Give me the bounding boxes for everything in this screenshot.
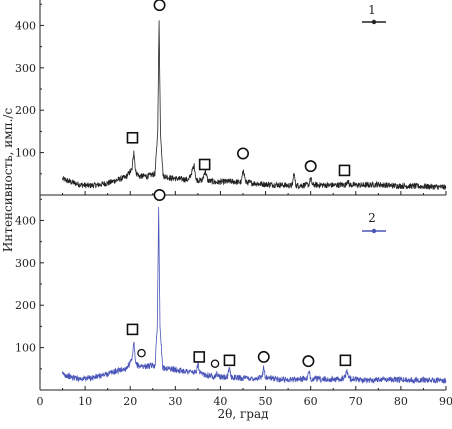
phase-marker-square <box>198 158 211 171</box>
phase-marker-circle <box>237 147 250 160</box>
x-tick-label: 0 <box>37 395 44 408</box>
phase-marker-square <box>339 354 352 367</box>
phase-marker-square <box>223 354 236 367</box>
panel-2: 100 200 300 400 0 10 20 30 40 50 60 70 80 90 2 <box>15 189 452 408</box>
x-tick-label: 80 <box>394 395 408 408</box>
panel-1: 100 200 300 400 1 <box>15 0 447 196</box>
legend-label-2: 2 <box>368 211 376 225</box>
phase-marker-square <box>338 164 351 177</box>
x-tick-label: 90 <box>439 395 452 408</box>
phase-marker-circle <box>304 160 317 173</box>
phase-marker-square <box>193 351 206 363</box>
y-tick-label: 200 <box>15 299 36 312</box>
y-tick-label: 300 <box>15 62 36 75</box>
y-tick-label: 400 <box>15 214 36 227</box>
x-axis-title: 2θ, град <box>218 407 269 421</box>
x-tick-label: 70 <box>349 395 363 408</box>
x-tick-label: 30 <box>168 395 182 408</box>
phase-marker-circle <box>257 350 270 363</box>
y-tick-label: 100 <box>15 147 36 160</box>
phase-marker-circle-small <box>210 359 220 368</box>
x-tick-label: 40 <box>213 395 227 408</box>
x-tick-label: 10 <box>78 395 92 408</box>
phase-marker-circle <box>153 0 166 12</box>
series-line-2 <box>62 206 447 385</box>
panels-layer: 100 200 300 400 1 100 200 300 400 0 10 20 30 40 50 60 70… <box>15 0 452 408</box>
legend-marker-1 <box>371 19 377 25</box>
y-axis-title: Интенсивность, имп./с <box>1 108 15 253</box>
x-tick-label: 60 <box>304 395 318 408</box>
y-tick-label: 100 <box>15 342 36 355</box>
x-tick-label: 50 <box>259 395 273 408</box>
y-tick-label: 300 <box>15 257 36 270</box>
x-tick-label: 20 <box>123 395 137 408</box>
phase-marker-square <box>126 131 139 144</box>
y-tick-label: 200 <box>15 104 36 117</box>
legend-label-1: 1 <box>368 3 376 17</box>
series-line-1 <box>62 20 447 191</box>
phase-marker-circle-small <box>137 348 146 358</box>
phase-marker-square <box>126 323 139 336</box>
y-tick-label: 400 <box>15 19 36 32</box>
phase-marker-circle <box>302 355 315 368</box>
legend-marker-2 <box>371 228 377 234</box>
phase-marker-circle <box>153 189 166 202</box>
